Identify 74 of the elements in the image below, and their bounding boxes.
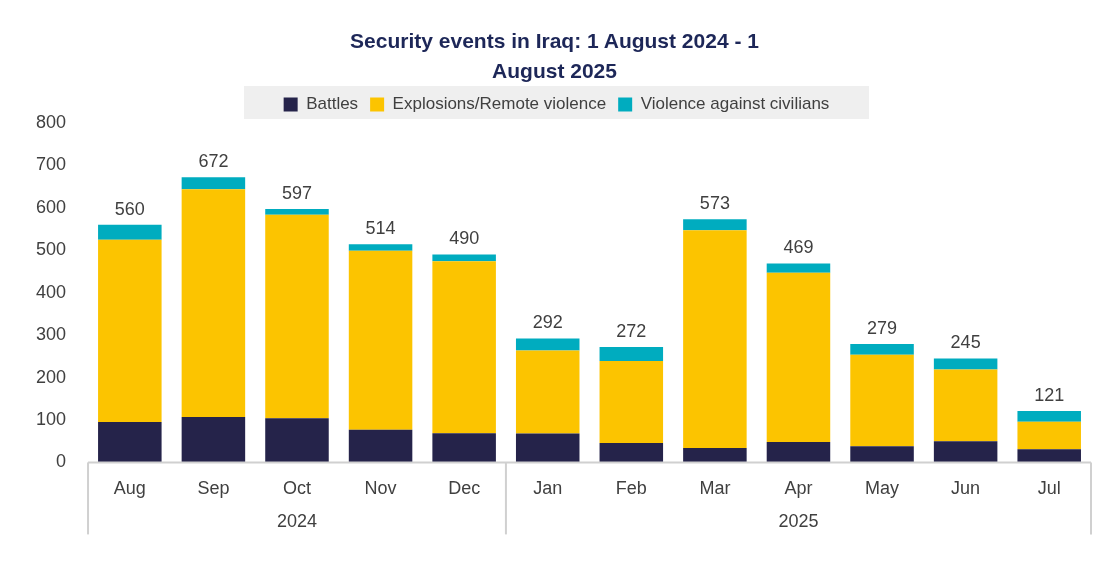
bar — [181, 177, 246, 190]
bar — [683, 230, 747, 448]
total-label: 245 — [950, 332, 981, 353]
bar — [265, 214, 329, 419]
bar — [265, 418, 329, 463]
total-label: 514 — [365, 218, 396, 239]
bar — [933, 441, 998, 463]
bar — [683, 447, 747, 463]
bar — [348, 244, 413, 251]
bar — [515, 433, 580, 463]
bar — [181, 417, 246, 463]
total-label: 279 — [867, 318, 898, 338]
x-tick-label: Oct — [282, 478, 311, 499]
bar — [98, 239, 162, 423]
x-tick-label: Aug — [113, 478, 146, 499]
y-tick-label: 100 — [35, 408, 67, 429]
x-tick-label: Jan — [533, 478, 563, 499]
bar — [933, 358, 998, 370]
chart-title: Security events in Iraq: 1 August 2024 - 1 August 2025 — [349, 28, 760, 84]
legend-label: Explosions/Remote violence — [392, 94, 607, 114]
bar — [432, 261, 496, 434]
x-tick-label: Sep — [197, 478, 230, 499]
total-label: 597 — [281, 183, 313, 204]
y-tick-label: 200 — [35, 366, 67, 387]
x-tick-label: Mar — [699, 478, 731, 499]
bar — [348, 250, 413, 430]
legend-label: Violence against civilians — [640, 94, 830, 114]
y-tick-label: 800 — [35, 111, 67, 132]
bar — [181, 189, 246, 418]
text: 2024 — [276, 511, 318, 532]
bar — [265, 209, 329, 215]
y-tick-label: 400 — [35, 281, 67, 302]
y-tick-label: 0 — [56, 451, 67, 472]
x-tick-label: Nov — [364, 478, 397, 499]
bar — [599, 347, 664, 361]
bar — [515, 350, 580, 434]
x-tick-label: May — [865, 478, 900, 499]
total-label: 469 — [783, 237, 814, 258]
bar — [766, 442, 831, 463]
bar — [850, 354, 914, 447]
legend-label: Battles — [306, 94, 359, 114]
x-tick-label: Jul — [1037, 478, 1061, 499]
bar — [1017, 411, 1081, 422]
x-tick-label: Dec — [448, 478, 481, 499]
y-tick-label: 500 — [35, 239, 67, 260]
bar — [1017, 421, 1081, 450]
x-tick-label: Apr — [784, 478, 813, 499]
x-tick-label: Jun — [951, 478, 981, 499]
bar — [98, 224, 162, 240]
y-tick-label: 600 — [35, 196, 67, 217]
total-label: 672 — [198, 151, 229, 172]
total-label: 490 — [449, 228, 480, 249]
bar — [599, 442, 664, 463]
y-tick-label: 300 — [35, 324, 67, 345]
bar — [432, 433, 496, 463]
bar — [683, 219, 747, 231]
x-tick-label: Feb — [615, 478, 647, 499]
bar — [98, 422, 162, 463]
total-label: 121 — [1034, 385, 1065, 406]
text: 2025 — [778, 511, 819, 532]
total-label: 573 — [699, 193, 730, 214]
total-label: 560 — [114, 198, 145, 219]
total-label: 292 — [532, 312, 563, 333]
total-label: 272 — [616, 320, 647, 341]
bar — [348, 429, 413, 463]
bar — [766, 263, 831, 273]
bar — [1017, 449, 1081, 463]
bar — [933, 369, 998, 442]
y-tick-label: 700 — [35, 154, 67, 175]
bar — [599, 361, 664, 443]
bar — [850, 344, 914, 355]
bar — [515, 338, 580, 351]
bar — [766, 272, 831, 443]
bar — [850, 446, 914, 463]
